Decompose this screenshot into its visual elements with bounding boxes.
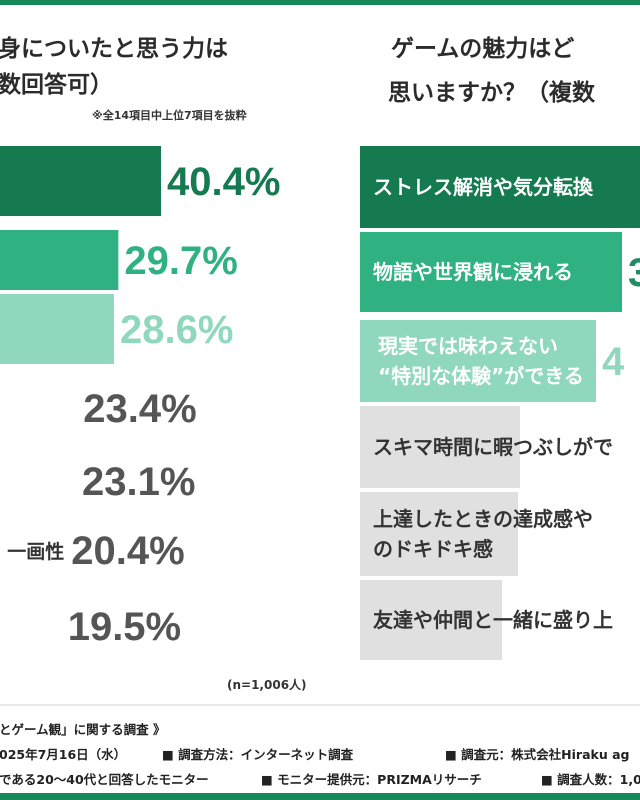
left-bar-5 xyxy=(0,456,93,506)
survey-date: 025年7月16日（水） xyxy=(0,747,127,762)
left-chart-title-line2: 数回答可） xyxy=(0,72,113,98)
left-bar-value-label-2: 29.7% xyxy=(124,239,237,283)
left-bar-value-label-1: 40.4% xyxy=(167,160,280,204)
survey-title: とゲーム観」に関する調査 》 xyxy=(0,722,166,737)
right-bar-value-label-3: 4 xyxy=(602,340,625,384)
left-bar-category-label-6: 一画性 xyxy=(7,540,64,563)
left-bar-value-label-5: 23.1% xyxy=(82,460,195,504)
survey-source: ■ 調査元：株式会社Hiraku ag xyxy=(445,747,630,762)
right-chart-title-line2: 思いますか？（複数 xyxy=(388,80,595,106)
survey-count: ■ 調査人数：1,0 xyxy=(541,772,640,787)
right-bar-label-6: 友達や仲間と一緒に盛り上 xyxy=(373,608,613,632)
right-bar-4 xyxy=(360,406,520,488)
right-bar-1 xyxy=(360,146,640,228)
left-bar-2 xyxy=(0,230,119,290)
survey-method: ■ 調査方法：インターネット調査 xyxy=(162,747,354,762)
left-bar-6 xyxy=(0,520,82,580)
right-bar-5 xyxy=(360,492,518,576)
left-bar-3 xyxy=(0,294,114,364)
right-bar-label-1: ストレス解消や気分転換 xyxy=(373,175,594,199)
left-chart-sample-size: (n=1,006人) xyxy=(227,678,307,692)
left-bar-value-label-4: 23.4% xyxy=(83,387,196,431)
right-chart-title-line1: ゲームの魅力はど xyxy=(391,36,575,62)
left-bar-4 xyxy=(0,378,94,438)
right-bar-label-3-line1: 現実では味わえない xyxy=(378,334,558,358)
right-bar-3 xyxy=(360,320,596,402)
survey-provider: ■ モニター提供元：PRIZMAリサーチ xyxy=(261,772,482,787)
bottom-border xyxy=(0,793,640,800)
right-bar-6 xyxy=(360,580,502,660)
right-bar-label-4: スキマ時間に暇つぶしがで xyxy=(373,435,613,459)
right-bar-label-5-line2: のドキドキ感 xyxy=(373,537,493,561)
top-border xyxy=(0,0,640,5)
right-bar-value-label-2: 3 xyxy=(628,251,640,295)
right-bar-label-2: 物語や世界観に浸れる xyxy=(373,260,573,284)
right-bar-label-3-line2: “特別な体験”ができる xyxy=(378,364,584,388)
left-bar-7 xyxy=(0,596,78,656)
left-chart-title-line1: 身についたと思う力は xyxy=(0,36,228,62)
survey-target: である20〜40代と回答したモニター xyxy=(0,772,209,787)
left-bar-1 xyxy=(0,146,161,216)
right-bar-2 xyxy=(360,232,622,312)
left-bar-value-label-3: 28.6% xyxy=(120,308,233,352)
left-bar-value-label-6: 20.4% xyxy=(71,529,184,573)
left-bar-value-label-7: 19.5% xyxy=(68,605,181,649)
left-chart-note: ※全14項目中上位7項目を抜粋 xyxy=(92,109,247,122)
right-bar-label-5-line1: 上達したときの達成感や xyxy=(373,507,593,531)
